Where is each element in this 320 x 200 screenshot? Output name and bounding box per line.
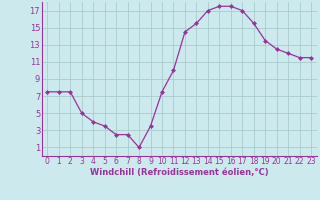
X-axis label: Windchill (Refroidissement éolien,°C): Windchill (Refroidissement éolien,°C) xyxy=(90,168,268,177)
